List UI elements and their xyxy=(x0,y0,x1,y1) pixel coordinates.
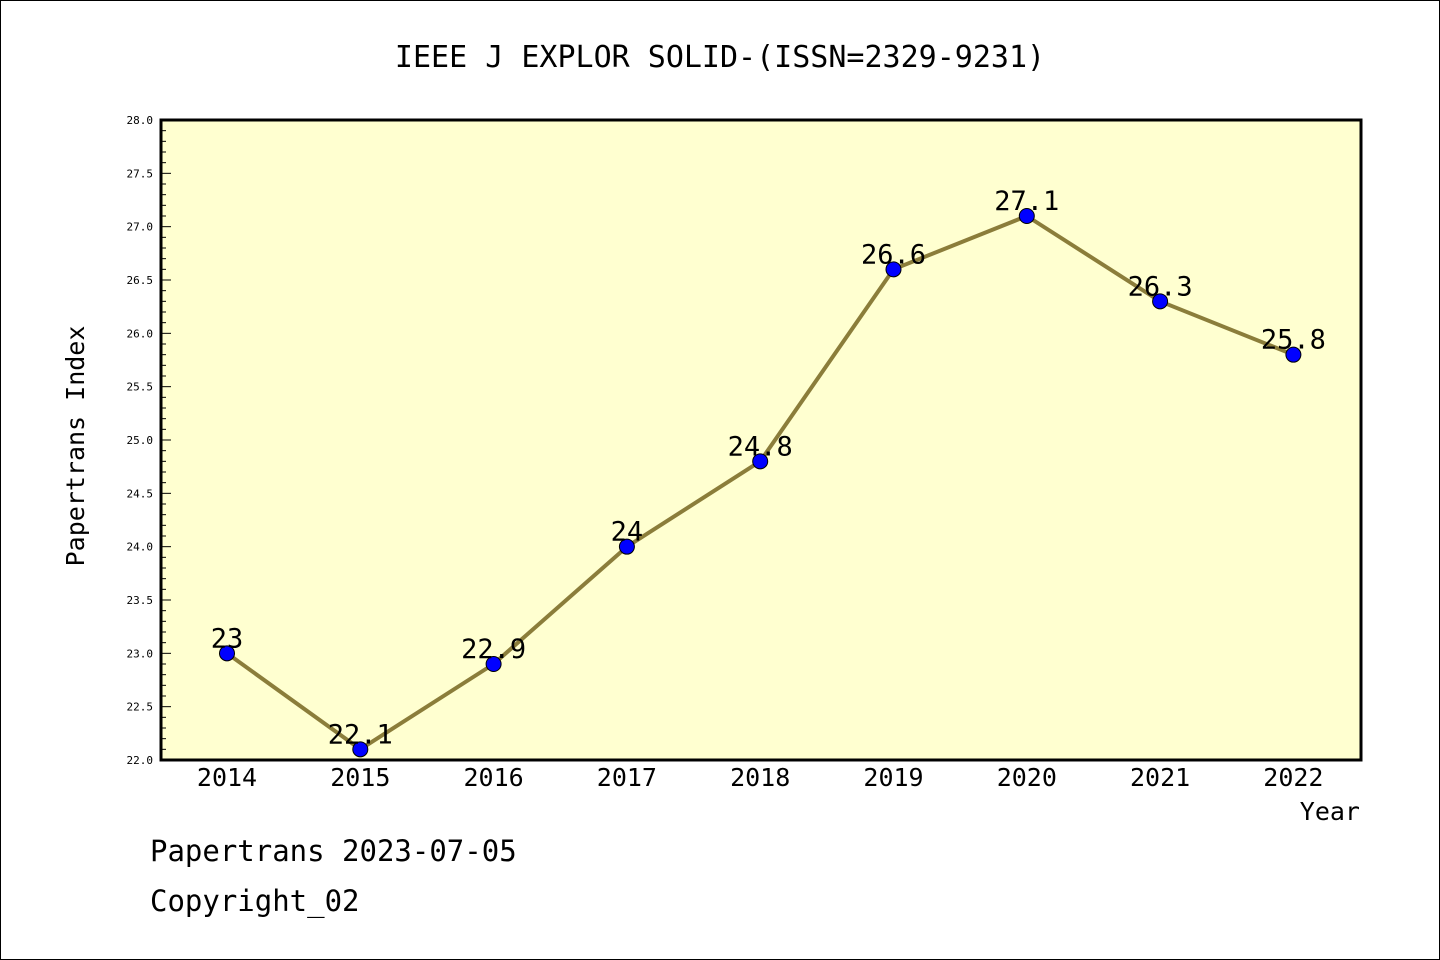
data-point xyxy=(1285,346,1302,363)
x-tick-label: 2022 xyxy=(1263,763,1323,792)
data-point xyxy=(1018,208,1035,224)
data-label: 24.8 xyxy=(728,431,793,462)
y-tick-label: 27.5 xyxy=(127,167,154,180)
y-tick-label: 27.0 xyxy=(127,221,154,234)
data-point xyxy=(1152,293,1169,310)
y-tick-label: 28.0 xyxy=(127,114,154,127)
y-tick-label: 24.0 xyxy=(127,541,154,554)
data-labels: 23 22.1 22.9 24 24.8 26.6 27.1 26.3 25.8 xyxy=(211,186,1326,750)
data-point xyxy=(352,741,369,758)
y-tick-label: 22.5 xyxy=(127,701,154,714)
data-label: 23 xyxy=(211,623,244,654)
x-tick-label: 2020 xyxy=(997,763,1057,792)
x-axis-tick-labels: 2014 2015 2016 2017 2018 2019 2020 2021 2022 xyxy=(197,763,1324,792)
y-tick-label: 23.5 xyxy=(127,594,154,607)
y-tick-label: 24.5 xyxy=(127,487,154,500)
x-tick-label: 2018 xyxy=(730,763,790,792)
data-label: 27.1 xyxy=(994,186,1059,217)
y-axis-ticks xyxy=(161,119,171,761)
data-label: 26.3 xyxy=(1128,271,1193,302)
y-tick-label: 23.0 xyxy=(127,647,154,660)
x-tick-label: 2014 xyxy=(197,763,257,792)
x-tick-label: 2021 xyxy=(1130,763,1190,792)
x-tick-label: 2015 xyxy=(330,763,390,792)
data-point xyxy=(219,645,235,662)
data-label: 24 xyxy=(611,517,644,548)
data-label: 22.1 xyxy=(328,719,393,750)
data-point xyxy=(618,538,635,555)
x-tick-label: 2019 xyxy=(863,763,923,792)
y-axis-label: Papertrans Index xyxy=(61,326,90,567)
data-label: 22.9 xyxy=(461,634,526,665)
y-tick-label: 26.5 xyxy=(127,274,154,287)
y-tick-label: 25.0 xyxy=(127,434,154,447)
y-tick-label: 26.0 xyxy=(127,327,154,340)
y-tick-label: 25.5 xyxy=(127,381,154,394)
plot-area xyxy=(159,118,1363,762)
series-markers xyxy=(219,208,1302,758)
data-point xyxy=(885,261,902,278)
x-tick-label: 2016 xyxy=(463,763,523,792)
footer-date: Papertrans 2023-07-05 xyxy=(150,834,517,868)
data-label: 25.8 xyxy=(1261,325,1326,356)
data-point xyxy=(485,656,502,672)
data-label: 26.6 xyxy=(861,239,926,270)
data-point xyxy=(752,453,769,470)
chart-title: IEEE J EXPLOR SOLID-(ISSN=2329-9231) xyxy=(395,40,1045,75)
footer-copyright: Copyright_02 xyxy=(150,884,360,918)
y-axis-tick-labels: 22.0 22.5 23.0 23.5 24.0 24.5 25.0 25.5 26.0 26.5… xyxy=(127,114,154,767)
x-axis-label: Year xyxy=(1300,797,1360,826)
x-tick-label: 2017 xyxy=(597,763,657,792)
y-tick-label: 22.0 xyxy=(127,754,154,767)
